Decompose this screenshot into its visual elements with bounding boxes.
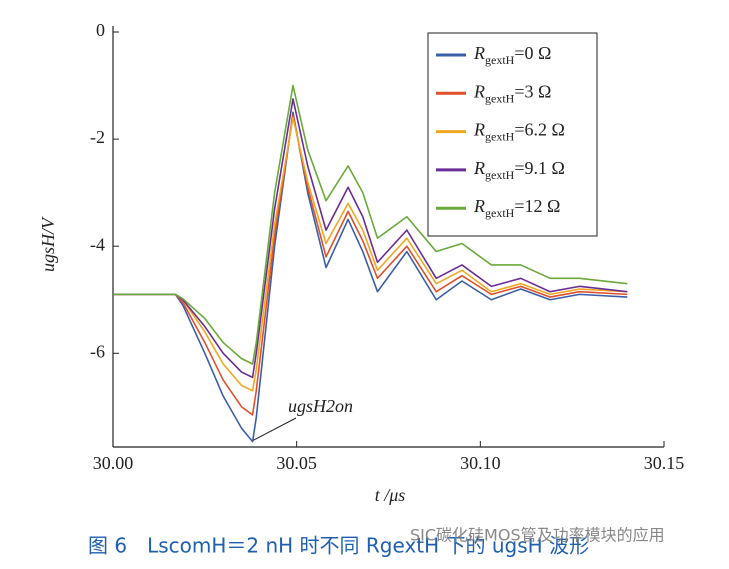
legend-label: RgextH=3 Ω: [473, 81, 551, 105]
series-line: [113, 114, 628, 416]
caption: 图 6 LscomH＝2 nH 时不同 RgextH 下的 ugsH 波形: [88, 534, 589, 558]
x-tick-label: 30.10: [460, 453, 501, 473]
legend-label: RgextH=6.2 Ω: [473, 120, 565, 144]
y-tick-label: -6: [90, 341, 105, 361]
x-tick-label: 30.00: [93, 453, 134, 473]
legend-box: [427, 32, 598, 237]
legend-label: RgextH=0 Ω: [473, 43, 551, 67]
series-line: [113, 111, 628, 443]
legend-label: RgextH=9.1 Ω: [473, 158, 565, 182]
annotation-line: [251, 417, 297, 442]
x-axis-label: t /μs: [375, 485, 406, 505]
watermark: SIC碳化硅MOS管及功率模块的应用: [410, 526, 665, 545]
y-tick-label: 0: [96, 20, 105, 40]
y-tick-label: -4: [90, 234, 105, 254]
x-tick-label: 30.05: [276, 453, 317, 473]
legend-label: RgextH=12 Ω: [473, 196, 560, 220]
x-tick-label: 30.15: [644, 453, 685, 473]
annotation: ugsH2on: [288, 396, 353, 416]
series-line: [113, 116, 628, 392]
y-tick-label: -2: [90, 127, 105, 147]
series-line: [113, 84, 628, 365]
y-axis-label: ugsH/V: [38, 216, 58, 272]
series-line: [113, 98, 628, 379]
